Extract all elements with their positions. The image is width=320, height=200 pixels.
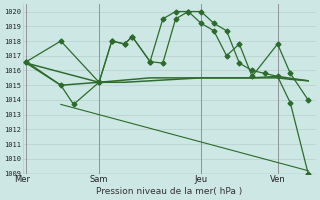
- X-axis label: Pression niveau de la mer( hPa ): Pression niveau de la mer( hPa ): [96, 187, 242, 196]
